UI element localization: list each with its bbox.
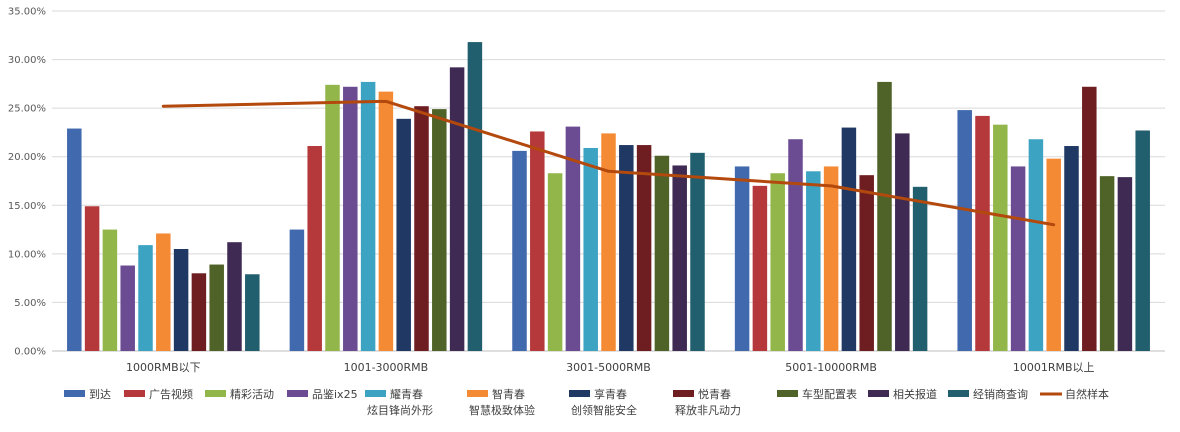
bar [1135, 130, 1150, 351]
x-tick-label: 1001-3000RMB [344, 361, 429, 374]
bar [823, 166, 839, 351]
bar [227, 242, 242, 351]
legend-label: 自然样本 [1065, 387, 1109, 401]
legend-label-line2: 创领智能安全 [571, 403, 637, 417]
bar [957, 110, 972, 351]
x-tick-label: 10001RMB以上 [1013, 361, 1095, 374]
bar [289, 229, 305, 351]
y-tick-label: 5.00% [14, 298, 46, 309]
legend-label: 悦青春 [698, 387, 731, 401]
legend-label: 享青春 [594, 387, 627, 401]
bar [360, 81, 376, 352]
bar [138, 245, 153, 351]
bar [343, 86, 358, 352]
bar [1010, 166, 1026, 351]
legend-label-line2: 炫目锋尚外形 [367, 403, 433, 417]
y-tick-label: 25.00% [8, 104, 46, 115]
bar [975, 115, 990, 352]
bar [547, 173, 563, 351]
bar [325, 84, 340, 351]
legend-label-line2: 智慧极致体验 [469, 403, 535, 417]
bar [654, 155, 670, 351]
bar [173, 249, 189, 351]
bar [84, 206, 100, 351]
legend-swatch [948, 390, 969, 397]
bar [859, 175, 874, 351]
bar [912, 186, 928, 351]
bar [191, 273, 207, 351]
legend-label: 耀青春 [390, 388, 423, 401]
bar [396, 118, 411, 351]
bar [1046, 158, 1061, 351]
bar [449, 67, 465, 351]
bar [752, 185, 768, 351]
bar [1064, 146, 1079, 351]
legend-label: 智青春 [492, 387, 525, 401]
legend-swatch [365, 390, 386, 397]
legend-swatch [124, 390, 145, 397]
bar [67, 128, 82, 351]
y-tick-label: 10.00% [8, 249, 46, 260]
legend-swatch [868, 390, 889, 397]
legend-label: 品鉴ix25 [312, 388, 358, 401]
bar [1028, 139, 1044, 351]
bar [636, 145, 652, 351]
legend-swatch [467, 390, 488, 397]
bar [565, 126, 581, 351]
y-tick-label: 20.00% [8, 152, 46, 163]
legend-label: 到达 [89, 388, 111, 401]
line-series-path [161, 99, 1056, 227]
bar [788, 139, 803, 351]
bar [467, 42, 483, 351]
bar [1099, 176, 1115, 351]
x-tick-label: 5001-10000RMB [785, 361, 877, 374]
y-tick-label: 30.00% [8, 55, 46, 66]
bar [770, 173, 785, 351]
x-tick-label: 3001-5000RMB [566, 361, 651, 374]
bar [841, 127, 857, 351]
legend-label: 相关报道 [893, 387, 937, 401]
legend-label: 车型配置表 [802, 387, 857, 401]
legend-swatch [205, 390, 226, 397]
bar [601, 133, 616, 351]
bar [432, 109, 447, 351]
bar [619, 145, 634, 351]
legend-label: 广告视频 [149, 387, 193, 401]
legend-swatch [287, 390, 308, 397]
bar [583, 147, 598, 351]
legend-label-line2: 释放非凡动力 [675, 403, 741, 417]
bar [209, 264, 224, 351]
y-tick-label: 35.00% [8, 7, 46, 18]
bar [734, 166, 750, 351]
bar [120, 265, 135, 351]
bar [672, 165, 687, 351]
bar [414, 106, 429, 351]
bar [156, 233, 171, 351]
legend-swatch [673, 390, 694, 397]
bar [530, 131, 545, 351]
bar [806, 171, 821, 351]
bar [1117, 177, 1133, 351]
bar [1082, 86, 1097, 352]
x-tick-label: 1000RMB以下 [126, 361, 201, 374]
legend-swatch [569, 390, 590, 397]
bar [877, 81, 892, 352]
bar [307, 146, 322, 351]
bar [102, 229, 118, 351]
y-tick-label: 15.00% [8, 201, 46, 212]
legend-swatch [64, 390, 85, 397]
legend-label: 经销商查询 [973, 387, 1028, 401]
bar [690, 152, 705, 351]
bar [378, 91, 394, 351]
bar [993, 124, 1008, 352]
bar [895, 133, 910, 351]
bar [512, 150, 527, 351]
legend-label: 精彩活动 [230, 388, 274, 401]
bar [245, 274, 260, 351]
legend-swatch [777, 390, 798, 397]
y-tick-label: 0.00% [14, 347, 46, 358]
